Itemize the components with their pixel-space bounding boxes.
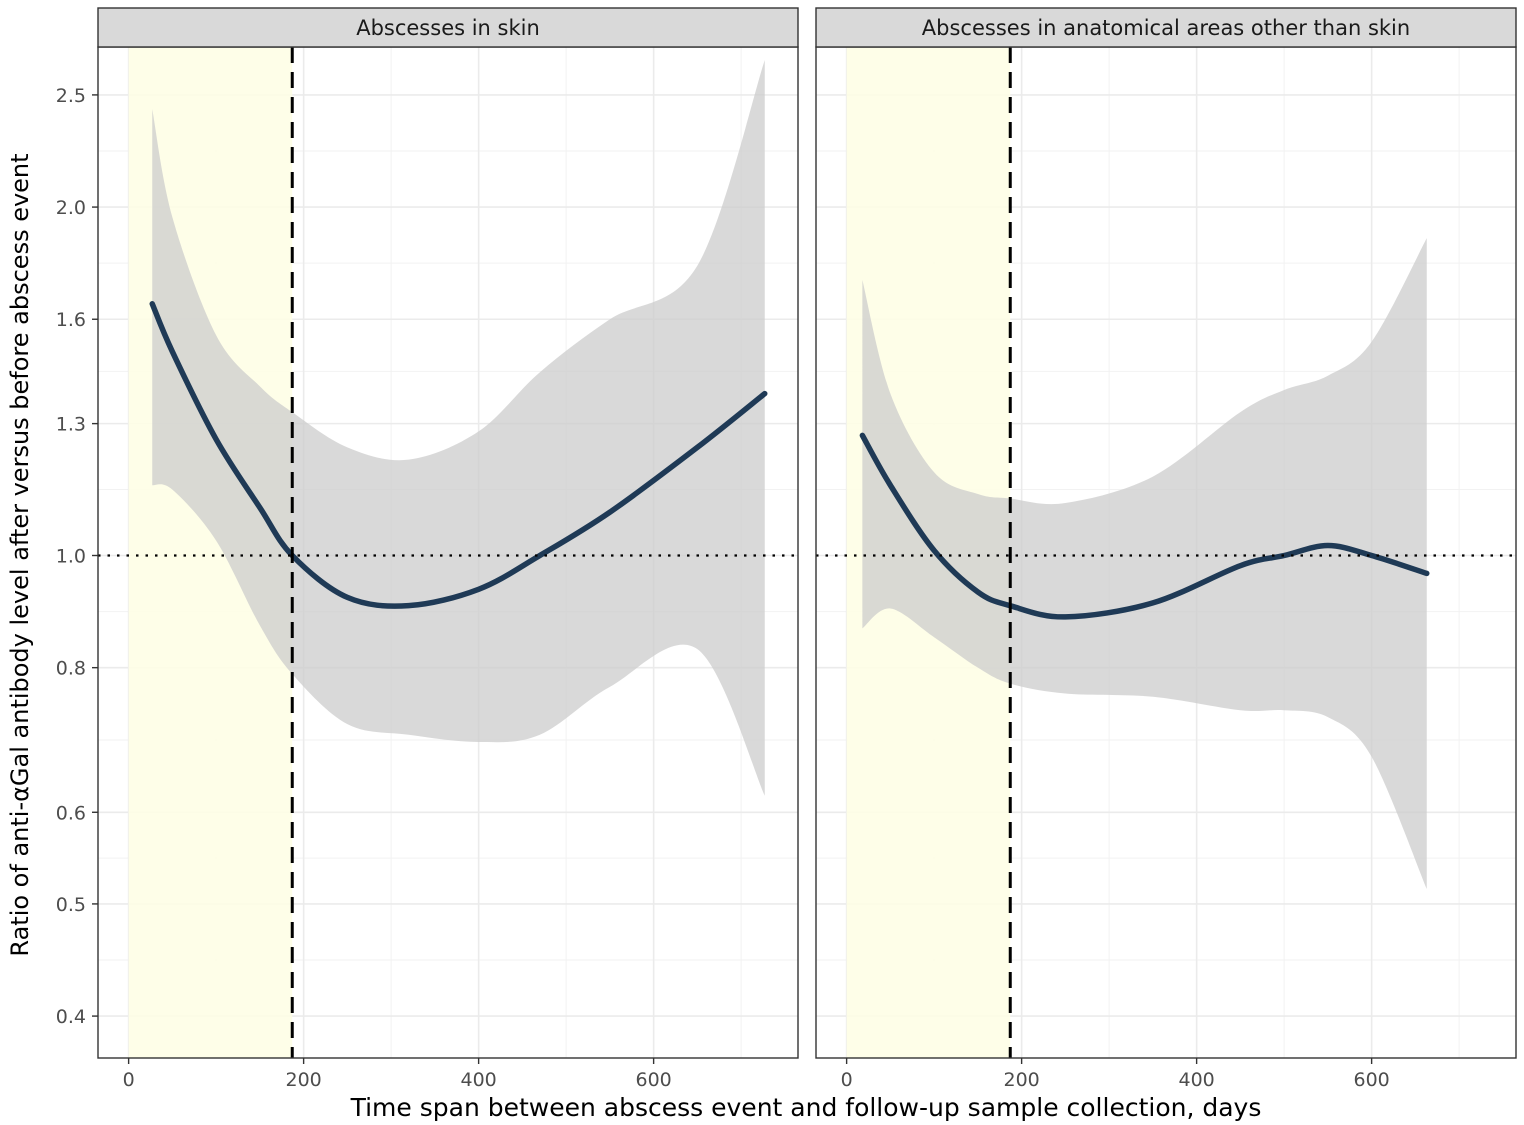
y-tick-label: 1.0 xyxy=(56,545,86,567)
x-tick-label: 400 xyxy=(460,1069,496,1091)
x-tick-label: 600 xyxy=(1353,1069,1389,1091)
confidence-band xyxy=(152,59,765,796)
facet-title: Abscesses in skin xyxy=(356,16,540,40)
y-tick-label: 0.8 xyxy=(56,658,86,680)
y-axis-title: Ratio of anti-αGal antibody level after … xyxy=(6,153,34,956)
y-tick-label: 0.6 xyxy=(56,802,86,824)
y-tick-label: 1.6 xyxy=(56,309,86,331)
x-tick-label: 600 xyxy=(635,1069,671,1091)
y-tick-label: 0.4 xyxy=(56,1006,86,1028)
y-tick-label: 2.0 xyxy=(56,197,86,219)
x-tick-label: 200 xyxy=(285,1069,321,1091)
y-tick-label: 0.5 xyxy=(56,894,86,916)
fitted-line xyxy=(859,432,1430,620)
y-tick-label: 1.3 xyxy=(56,414,86,436)
panel-1: Abscesses in skin 0 200 400 600 0.4 0.5 0.6 0.8 1… xyxy=(56,7,799,1091)
fitted-line xyxy=(149,301,768,609)
x-axis-title: Time span between abscess event and foll… xyxy=(350,1093,1262,1122)
x-tick-label: 400 xyxy=(1178,1069,1214,1091)
x-tick-label: 0 xyxy=(123,1069,135,1091)
facet-strip xyxy=(815,7,1517,48)
facet-strip xyxy=(97,7,799,48)
facet-title: Abscesses in anatomical areas other than… xyxy=(922,16,1410,40)
y-tick-label: 2.5 xyxy=(56,85,86,107)
x-tick-label: 200 xyxy=(1003,1069,1039,1091)
panel-2: Abscesses in anatomical areas other than… xyxy=(815,7,1517,1091)
x-tick-label: 0 xyxy=(841,1069,853,1091)
confidence-band xyxy=(862,238,1427,890)
